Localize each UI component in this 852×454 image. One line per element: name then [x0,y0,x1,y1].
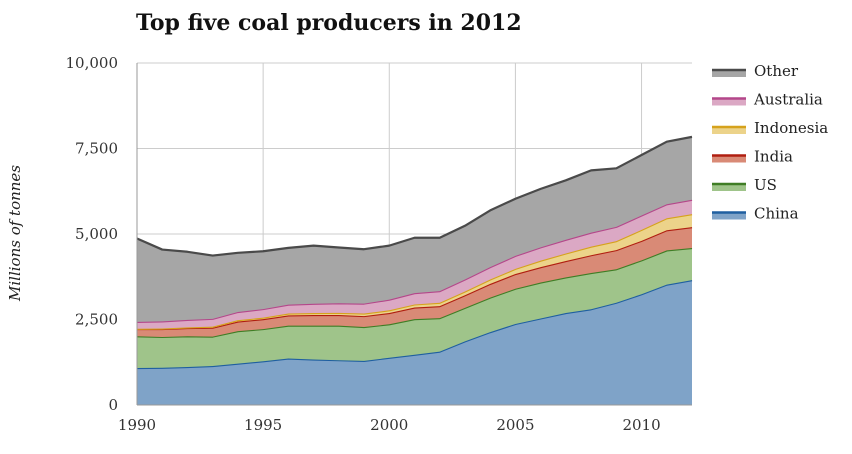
area-us [137,248,692,369]
legend-item-other: Other [712,62,799,80]
y-tick-label: 0 [108,396,118,414]
legend-swatch [712,212,746,220]
area-other [137,136,692,322]
legend-label: Other [754,62,799,80]
area-australia [137,199,692,329]
legend-label: India [754,148,793,166]
plot-area [136,135,693,405]
y-axis-label: Millions of tonnes [6,165,24,302]
x-tick-label: 1995 [244,416,282,434]
y-tick-label: 5,000 [75,225,118,243]
legend-label: Australia [753,91,823,109]
x-tick-label: 2005 [496,416,534,434]
legend-swatch [712,184,746,191]
y-tick-label: 7,500 [75,140,118,158]
legend-swatch [712,70,746,77]
x-tick-label: 2010 [622,416,660,434]
legend-label: Indonesia [754,119,828,137]
chart-title: Top five coal producers in 2012 [136,10,522,36]
legend-item-australia: Australia [712,91,823,109]
area-india [137,227,692,337]
legend-swatch [712,127,746,134]
legend-item-china: China [712,205,799,223]
area-indonesia [137,214,692,330]
legend-label: China [754,205,799,223]
x-tick-label: 2000 [370,416,408,434]
legend-item-us: US [712,176,777,194]
legend: Other Australia Indonesia India US China [712,62,828,223]
axes: 0 2,500 5,000 7,500 10,000 1990 1995 2000 2005 20… [66,54,692,434]
y-tick-label: 10,000 [66,54,119,72]
y-tick-label: 2,500 [75,311,118,329]
legend-item-indonesia: Indonesia [712,119,828,137]
legend-label: US [754,176,777,194]
legend-swatch [712,155,746,163]
legend-swatch [712,98,746,106]
area-china [137,280,692,405]
legend-item-india: India [712,148,793,166]
line-other [136,135,693,257]
x-tick-label: 1990 [118,416,156,434]
